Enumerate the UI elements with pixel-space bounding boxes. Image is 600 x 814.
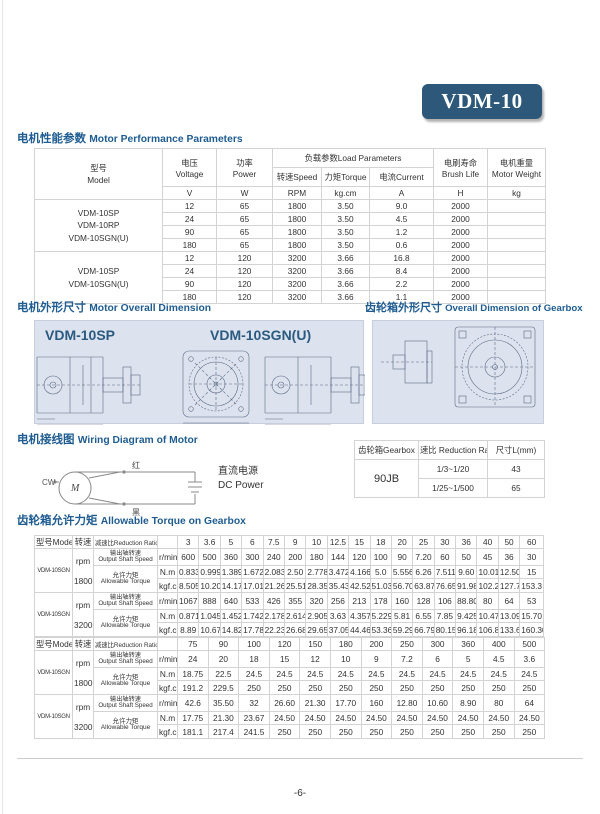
svg-text:红: 红	[132, 460, 140, 470]
svg-text:CW: CW	[42, 478, 56, 487]
svg-text:M: M	[70, 483, 80, 494]
